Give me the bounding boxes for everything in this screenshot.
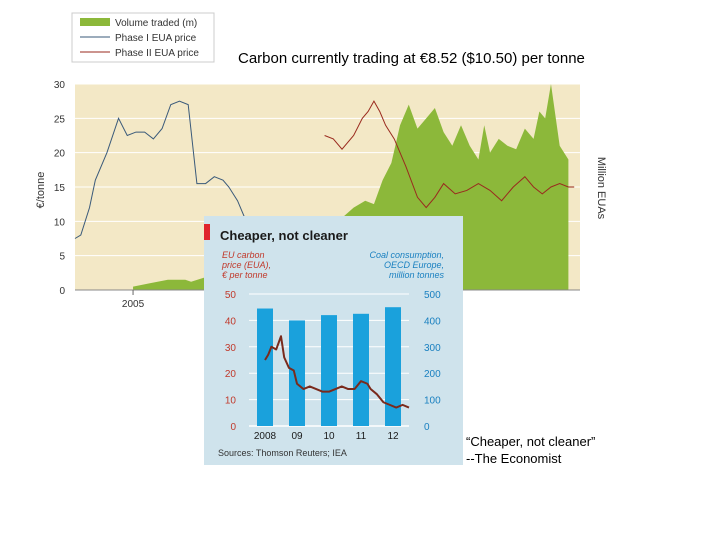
inset-left-tick-label: 0 <box>230 422 236 433</box>
inset-bar <box>289 320 305 426</box>
y-tick-label: 30 <box>54 80 66 91</box>
inset-right-tick-label: 400 <box>424 316 441 327</box>
inset-left-tick-label: 50 <box>225 290 237 301</box>
inset-title: Cheaper, not cleaner <box>220 228 348 243</box>
inset-left-tick-label: 30 <box>225 343 237 354</box>
left-axis-label-line2: price (EUA), <box>221 260 271 270</box>
inset-right-tick-label: 100 <box>424 396 441 407</box>
inset-left-tick-label: 10 <box>225 396 237 407</box>
quote-line1: “Cheaper, not cleaner” <box>466 434 596 449</box>
inset-bar <box>385 307 401 426</box>
inset-price-series-line <box>264 335 410 409</box>
inset-x-ticks: 2008 09 10 11 12 <box>254 431 399 442</box>
legend: Volume traded (m) Phase I EUA price Phas… <box>71 12 215 63</box>
left-axis-label-line1: EU carbon <box>222 250 265 260</box>
series-phase2-line <box>324 100 575 209</box>
quote-line2: --The Economist <box>466 451 562 466</box>
inset-x-tick-label: 12 <box>387 431 399 442</box>
quote: “Cheaper, not cleaner” --The Economist <box>466 433 595 467</box>
inset-right-tick-label: 300 <box>424 343 441 354</box>
y-tick-label: 20 <box>54 149 66 160</box>
inset-price-line <box>264 335 410 409</box>
inset-source: Sources: Thomson Reuters; IEA <box>218 448 347 458</box>
y-tick-label: 15 <box>54 183 66 194</box>
inset-bar <box>353 313 369 426</box>
inset-left-tick-label: 20 <box>225 369 237 380</box>
inset-left-tick-label: 40 <box>225 316 237 327</box>
y-axis-label: €/tonne <box>35 172 47 209</box>
legend-entry-volume: Volume traded (m) <box>115 18 197 29</box>
inset-bar <box>257 308 273 426</box>
headline: Carbon currently trading at €8.52 ($10.5… <box>238 50 585 67</box>
series-phase1-line <box>74 100 273 277</box>
legend-swatch-volume <box>80 18 110 26</box>
y-tick-label: 5 <box>59 252 65 263</box>
inset-bars <box>257 307 401 426</box>
inset-right-ticks: 0 100 200 300 400 500 <box>424 290 441 433</box>
right-axis-label-line3: million tonnes <box>389 270 445 280</box>
x-tick-label: 2005 <box>122 299 145 310</box>
inset-right-tick-label: 0 <box>424 422 430 433</box>
right-axis-label-line2: OECD Europe, <box>384 260 444 270</box>
left-axis-label-line3: € per tonne <box>222 270 268 280</box>
inset-bar <box>321 315 337 426</box>
right-axis-label: Coal consumption, OECD Europe, million t… <box>369 250 444 280</box>
y-tick-label: 0 <box>59 286 65 297</box>
y2-axis-label: Million EUAs <box>595 157 607 220</box>
inset-right-tick-label: 200 <box>424 369 441 380</box>
inset-x-tick-label: 2008 <box>254 431 277 442</box>
legend-entry-phase2: Phase II EUA price <box>115 48 199 59</box>
y-axis-ticks: 0 5 10 15 20 25 30 <box>54 80 66 297</box>
accent-tab <box>204 224 210 240</box>
inset-x-tick-label: 09 <box>291 431 303 442</box>
legend-entry-phase1: Phase I EUA price <box>115 33 197 44</box>
inset-x-tick-label: 11 <box>356 431 367 442</box>
y-tick-label: 25 <box>54 114 66 125</box>
left-axis-label: EU carbon price (EUA), € per tonne <box>221 250 271 280</box>
economist-inset-chart: Cheaper, not cleaner EU carbon price (EU… <box>204 216 463 465</box>
right-axis-label-line1: Coal consumption, <box>369 250 444 260</box>
y-tick-label: 10 <box>54 217 66 228</box>
inset-right-tick-label: 500 <box>424 290 441 301</box>
inset-left-ticks: 0 10 20 30 40 50 <box>225 290 237 433</box>
inset-x-tick-label: 10 <box>323 431 335 442</box>
